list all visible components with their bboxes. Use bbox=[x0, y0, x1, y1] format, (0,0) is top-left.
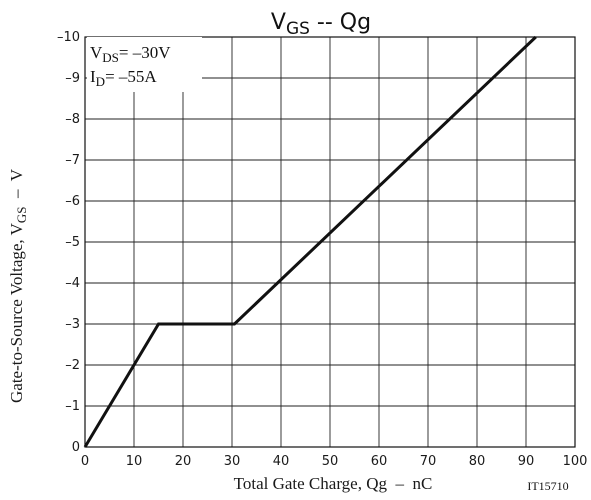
x-tick-label: 0 bbox=[81, 454, 89, 469]
x-tick-labels: 0 10 20 30 40 50 60 70 80 90 100 bbox=[81, 454, 588, 469]
y-tick-label: 0 bbox=[72, 440, 80, 455]
chart-title-main: V bbox=[271, 10, 286, 35]
y-tick-label: –3 bbox=[65, 317, 80, 332]
y-tick-label: –10 bbox=[57, 30, 80, 45]
y-tick-label: –4 bbox=[65, 276, 80, 291]
y-axis-label: Gate-to-Source Voltage, VGS – V bbox=[7, 168, 29, 403]
x-tick-label: 20 bbox=[175, 454, 192, 469]
x-tick-label: 100 bbox=[563, 454, 588, 469]
condition-vds: VDS= –30V bbox=[90, 43, 171, 65]
y-tick-label: –6 bbox=[65, 194, 80, 209]
grid-lines bbox=[84, 36, 576, 448]
chart-title-rest: -- Qg bbox=[310, 10, 371, 35]
series-line bbox=[83, 35, 537, 448]
x-tick-label: 90 bbox=[518, 454, 535, 469]
x-tick-label: 70 bbox=[420, 454, 437, 469]
y-tick-labels: 0 –1 –2 –3 –4 –5 –6 –7 –8 –9 –10 bbox=[57, 30, 80, 455]
chart-title-subscript: GS bbox=[286, 19, 310, 39]
y-tick-label: –7 bbox=[65, 153, 80, 168]
x-tick-label: 60 bbox=[371, 454, 388, 469]
x-tick-label: 50 bbox=[322, 454, 339, 469]
chart-title: VGS -- Qg bbox=[271, 10, 371, 39]
y-tick-label: –1 bbox=[65, 399, 80, 414]
condition-id: ID= –55A bbox=[90, 67, 157, 89]
figure-id: IT15710 bbox=[527, 479, 568, 493]
y-tick-label: –2 bbox=[65, 358, 80, 373]
x-tick-label: 80 bbox=[469, 454, 486, 469]
y-tick-label: –5 bbox=[65, 235, 80, 250]
y-tick-label: –8 bbox=[65, 112, 80, 127]
x-tick-label: 10 bbox=[126, 454, 143, 469]
plot-frame bbox=[84, 36, 576, 448]
y-tick-label: –9 bbox=[65, 71, 80, 86]
conditions-box bbox=[87, 37, 202, 92]
x-axis-label: Total Gate Charge, Qg – nC bbox=[234, 474, 433, 493]
x-tick-label: 40 bbox=[273, 454, 290, 469]
x-tick-label: 30 bbox=[224, 454, 241, 469]
series-layer bbox=[83, 35, 537, 448]
